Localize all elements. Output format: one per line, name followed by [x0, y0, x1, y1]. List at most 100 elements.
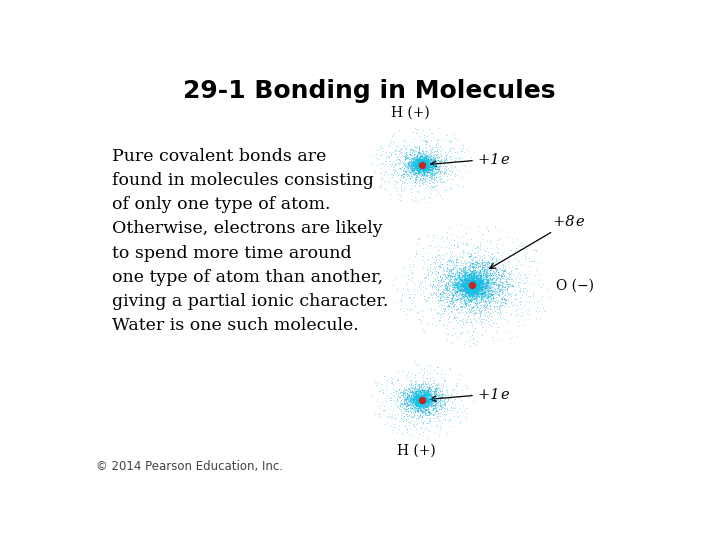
Point	[413, 396, 425, 404]
Point	[415, 396, 426, 404]
Point	[480, 272, 492, 280]
Point	[474, 277, 485, 286]
Point	[464, 279, 475, 288]
Point	[416, 395, 428, 404]
Point	[424, 184, 436, 192]
Point	[432, 381, 444, 389]
Point	[431, 394, 442, 402]
Point	[419, 396, 431, 405]
Point	[488, 284, 500, 293]
Point	[413, 168, 425, 177]
Point	[417, 159, 428, 167]
Point	[413, 390, 425, 399]
Point	[466, 287, 477, 296]
Point	[409, 383, 420, 391]
Point	[415, 160, 427, 168]
Point	[418, 397, 430, 406]
Point	[464, 279, 476, 288]
Point	[482, 262, 493, 271]
Point	[429, 164, 441, 173]
Point	[419, 157, 431, 166]
Point	[416, 150, 428, 158]
Point	[459, 284, 471, 292]
Point	[416, 395, 428, 404]
Point	[458, 278, 469, 287]
Point	[481, 302, 492, 310]
Point	[465, 276, 477, 285]
Point	[416, 163, 428, 172]
Point	[420, 137, 431, 146]
Point	[463, 284, 474, 292]
Point	[416, 160, 428, 168]
Point	[468, 282, 480, 291]
Point	[415, 151, 426, 160]
Point	[477, 276, 489, 285]
Point	[421, 395, 433, 404]
Point	[477, 285, 489, 294]
Point	[410, 161, 422, 170]
Point	[420, 165, 432, 173]
Point	[472, 301, 483, 310]
Point	[420, 154, 431, 163]
Point	[418, 390, 430, 399]
Point	[471, 278, 482, 286]
Point	[465, 290, 477, 299]
Point	[410, 396, 422, 405]
Point	[419, 162, 431, 171]
Point	[406, 162, 418, 171]
Point	[431, 316, 442, 325]
Point	[519, 273, 531, 281]
Point	[425, 391, 436, 400]
Point	[415, 158, 427, 167]
Point	[421, 156, 433, 165]
Point	[462, 279, 473, 288]
Point	[469, 271, 480, 279]
Point	[400, 405, 411, 414]
Point	[467, 281, 479, 290]
Point	[410, 157, 421, 166]
Point	[409, 403, 420, 412]
Point	[415, 161, 426, 170]
Point	[467, 280, 479, 289]
Point	[449, 277, 461, 286]
Point	[374, 387, 386, 395]
Point	[387, 165, 399, 173]
Point	[464, 280, 475, 288]
Point	[413, 158, 425, 167]
Point	[500, 295, 511, 304]
Point	[409, 397, 420, 406]
Point	[496, 288, 508, 296]
Point	[448, 312, 459, 320]
Point	[520, 254, 531, 263]
Point	[461, 282, 472, 291]
Point	[424, 155, 436, 164]
Point	[408, 388, 419, 397]
Point	[452, 291, 464, 300]
Point	[464, 283, 475, 292]
Point	[412, 404, 423, 413]
Point	[468, 271, 480, 279]
Point	[472, 280, 483, 289]
Point	[467, 282, 479, 291]
Point	[410, 389, 422, 398]
Point	[393, 421, 405, 430]
Point	[459, 271, 471, 280]
Point	[440, 282, 451, 291]
Point	[466, 281, 477, 290]
Point	[418, 395, 430, 403]
Point	[421, 392, 433, 400]
Point	[414, 162, 426, 171]
Point	[415, 395, 427, 404]
Point	[431, 158, 443, 167]
Point	[409, 390, 420, 399]
Point	[416, 395, 428, 404]
Point	[415, 406, 426, 414]
Point	[515, 271, 526, 280]
Point	[458, 275, 469, 284]
Point	[469, 298, 481, 306]
Point	[490, 276, 502, 285]
Point	[417, 161, 428, 170]
Point	[415, 160, 427, 168]
Point	[424, 383, 436, 392]
Point	[482, 275, 494, 284]
